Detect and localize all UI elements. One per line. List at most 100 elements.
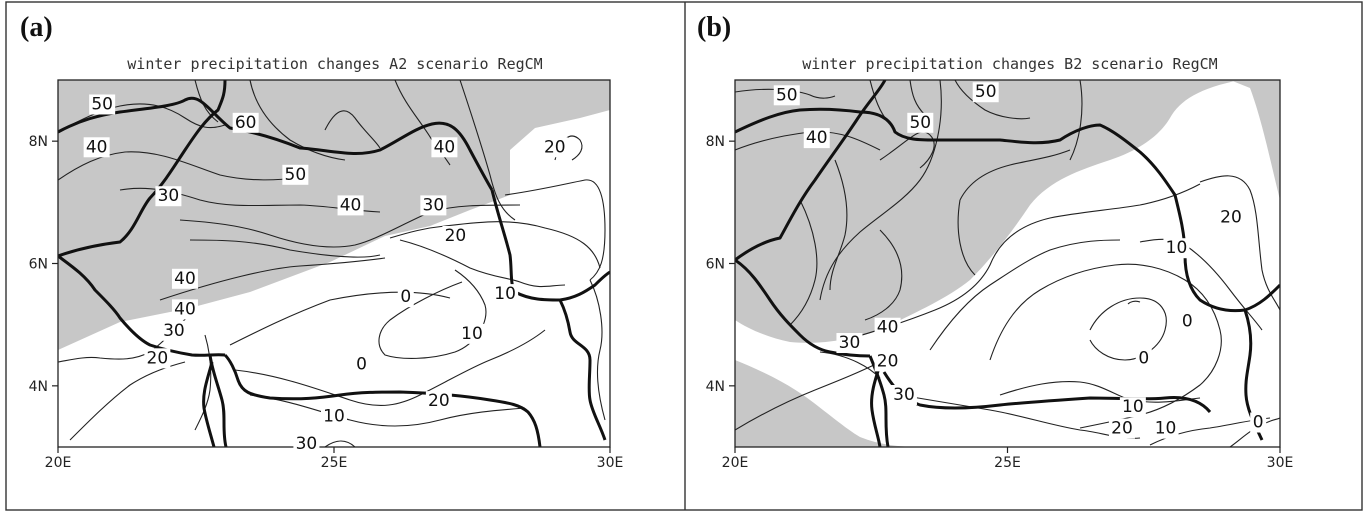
contour-label-background <box>773 85 800 106</box>
panel-b: (b) winter precipitation changes B2 scen… <box>697 12 1293 471</box>
contour-label: 10 <box>323 406 345 426</box>
contour-label: 60 <box>235 113 257 133</box>
contour-label-background <box>803 128 830 149</box>
contour-label: 50 <box>285 165 307 185</box>
contour-label-background <box>874 351 901 372</box>
contour-label: 40 <box>434 137 456 157</box>
contour-label: 0 <box>400 287 411 307</box>
panel-a-borders <box>58 80 610 447</box>
lat-tick-label: 8N <box>706 134 725 150</box>
lat-tick-label: 4N <box>29 379 48 395</box>
lon-tick-label: 30E <box>597 455 624 471</box>
contour-label-background <box>293 433 320 454</box>
contour-label: 0 <box>1138 348 1149 368</box>
lat-tick-label: 8N <box>29 134 48 150</box>
panel-b-shaded-region-main <box>735 80 1240 343</box>
contour-label: 30 <box>163 321 185 341</box>
contour-label-background <box>1217 207 1244 228</box>
contour-label: 40 <box>877 318 899 338</box>
contour-label: 20 <box>877 351 899 371</box>
contour-label-background <box>492 284 519 305</box>
contour-label: 0 <box>1253 413 1264 433</box>
contour-label: 40 <box>174 299 196 319</box>
contour-label: 40 <box>340 195 362 215</box>
contour-label-background <box>83 137 110 158</box>
contour-label: 50 <box>909 113 931 133</box>
contour-label-background <box>1119 397 1146 418</box>
panel-b-axis-ticks: 20E 25E 30E 8N 6N 4N <box>706 134 1294 471</box>
contour-label-background <box>282 164 309 185</box>
contour-label: 10 <box>461 324 483 344</box>
contour-label: 0 <box>356 354 367 374</box>
contour-label-background <box>171 299 198 320</box>
contour-label-background <box>442 225 469 246</box>
contour-label-background <box>144 348 171 369</box>
contour-label-background <box>425 391 452 412</box>
contour-label-background <box>171 268 198 289</box>
lat-tick-label: 6N <box>29 257 48 273</box>
contour-label: 50 <box>975 82 997 102</box>
contour-label-background <box>1179 311 1196 332</box>
contour-label-background <box>890 385 917 406</box>
contour-label: 10 <box>1166 238 1188 258</box>
lon-tick-label: 25E <box>994 455 1021 471</box>
panel-b-contours <box>735 80 1280 447</box>
contour-label-background <box>874 317 901 338</box>
contour-label: 40 <box>806 128 828 148</box>
panel-a-title: winter precipitation changes A2 scenario… <box>127 55 542 73</box>
contour-label-background <box>420 195 447 216</box>
lat-tick-label: 6N <box>706 257 725 273</box>
contour-label: 20 <box>1220 208 1242 228</box>
contour-label: 30 <box>839 333 861 353</box>
lon-tick-label: 20E <box>722 455 749 471</box>
lon-tick-label: 25E <box>321 455 348 471</box>
panel-b-label: (b) <box>697 12 731 43</box>
contour-label: 20 <box>544 137 566 157</box>
contour-label-background <box>1250 412 1267 433</box>
contour-label: 20 <box>445 226 467 246</box>
contour-label: 20 <box>428 391 450 411</box>
contour-label: 10 <box>494 284 516 304</box>
contour-label: 30 <box>158 186 180 206</box>
contour-label-background <box>836 333 863 354</box>
contour-label: 20 <box>147 348 169 368</box>
contour-label-background <box>321 406 347 427</box>
panel-a-label: (a) <box>20 12 53 43</box>
contour-label-background <box>89 94 116 115</box>
contour-label: 10 <box>1155 419 1177 439</box>
contour-label-background <box>397 287 414 308</box>
panel-a-axis-ticks: 20E 25E 30E 8N 6N 4N <box>29 134 624 471</box>
contour-label-background <box>972 82 999 103</box>
contour-label: 50 <box>776 85 798 105</box>
contour-label: 40 <box>86 137 108 157</box>
contour-label: 50 <box>91 94 113 114</box>
contour-label-background <box>541 137 568 158</box>
panel-b-title: winter precipitation changes B2 scenario… <box>802 55 1217 73</box>
contour-label-background <box>907 112 934 133</box>
contour-label-background <box>337 195 364 216</box>
contour-label-background <box>431 137 458 158</box>
contour-label: 40 <box>174 269 196 289</box>
contour-label-background <box>155 186 182 207</box>
contour-label-background <box>160 320 187 341</box>
lon-tick-label: 20E <box>45 455 72 471</box>
contour-label: 30 <box>296 434 318 454</box>
contour-label-background <box>1135 348 1152 369</box>
contour-label-background <box>353 354 370 375</box>
contour-label: 30 <box>423 195 445 215</box>
contour-label: 10 <box>1122 397 1144 417</box>
contour-label: 30 <box>893 385 915 405</box>
contour-label-background <box>1163 238 1190 259</box>
lat-tick-label: 4N <box>706 379 725 395</box>
panel-b-shaded-region-southwest <box>735 360 920 447</box>
contour-label: 20 <box>1111 419 1133 439</box>
contour-label-background <box>1152 418 1179 439</box>
lon-tick-label: 30E <box>1267 455 1294 471</box>
contour-label-background <box>1108 418 1135 439</box>
panel-b-borders <box>735 80 1280 447</box>
